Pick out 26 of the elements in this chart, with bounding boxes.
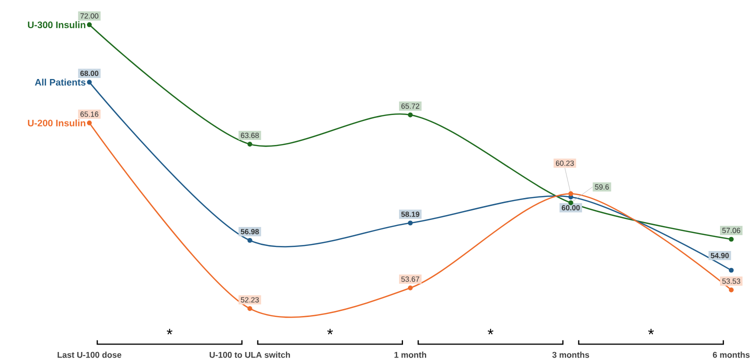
point (408, 220, 413, 226)
point (86, 120, 92, 126)
text: * (488, 328, 494, 334)
x-tick-label: 3 months (552, 352, 590, 358)
point (247, 306, 252, 312)
x-tick-label: U-100 to ULA switch (210, 352, 290, 358)
x-tick-label: Last U-100 dose (58, 352, 122, 358)
text: * (648, 328, 654, 334)
series-label: All Patients (34, 78, 86, 86)
series-label: U-200 Insulin (28, 119, 86, 126)
x-tick-label: 1 month (394, 352, 426, 358)
point (86, 80, 92, 85)
series-label: U-300 Insulin (28, 21, 86, 28)
point (408, 285, 413, 290)
text: * (327, 328, 333, 334)
point (568, 191, 574, 196)
point (86, 22, 92, 28)
point (728, 268, 734, 273)
point (247, 238, 252, 243)
point (568, 200, 574, 206)
point (408, 112, 413, 118)
x-tick-label: 6 months (712, 352, 750, 358)
point (728, 287, 734, 292)
point (728, 236, 734, 242)
point (247, 142, 252, 147)
text: * (166, 328, 172, 334)
